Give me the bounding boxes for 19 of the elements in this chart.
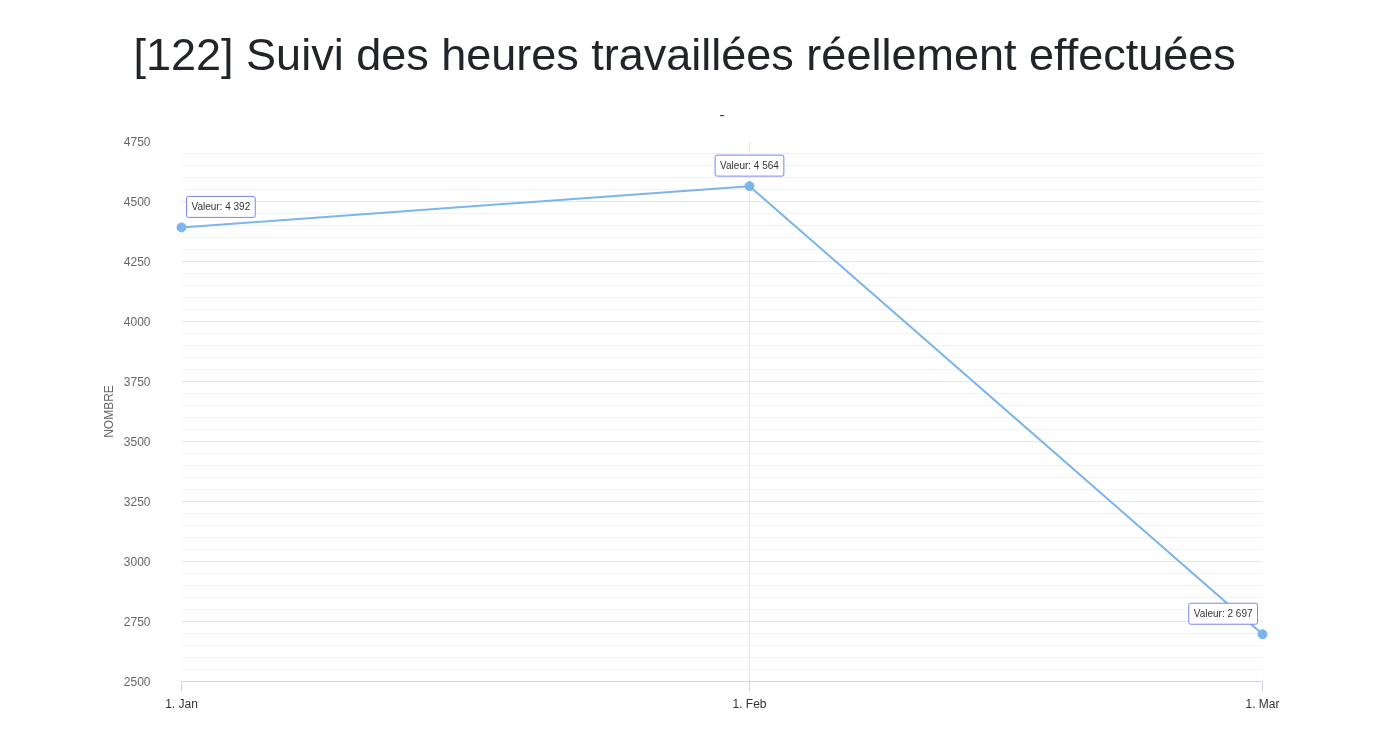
x-tick-label: 1. Mar bbox=[1245, 696, 1280, 711]
chart-subtitle: - bbox=[719, 105, 725, 123]
y-tick-label: 4250 bbox=[123, 255, 151, 269]
data-label: Valeur: 4 564 bbox=[720, 160, 780, 172]
y-tick-label: 3000 bbox=[123, 555, 151, 569]
data-label: Valeur: 2 697 bbox=[1193, 608, 1253, 620]
chart-title: [122] Suivi des heures travaillées réellement effectuées bbox=[133, 28, 1236, 80]
y-tick-label: 3250 bbox=[123, 495, 151, 509]
y-tick-label: 4500 bbox=[123, 195, 151, 209]
x-tick-label: 1. Feb bbox=[732, 696, 767, 711]
data-label: Valeur: 4 392 bbox=[191, 201, 251, 213]
y-axis-title: NOMBRE bbox=[101, 385, 116, 438]
x-tick-label: 1. Jan bbox=[165, 696, 198, 711]
y-tick-label: 3750 bbox=[123, 375, 151, 389]
y-tick-label: 4000 bbox=[123, 315, 151, 329]
y-tick-label: 2500 bbox=[123, 675, 151, 689]
y-tick-label: 2750 bbox=[123, 615, 151, 629]
y-tick-label: 4750 bbox=[123, 135, 151, 149]
y-tick-label: 3500 bbox=[123, 435, 151, 449]
